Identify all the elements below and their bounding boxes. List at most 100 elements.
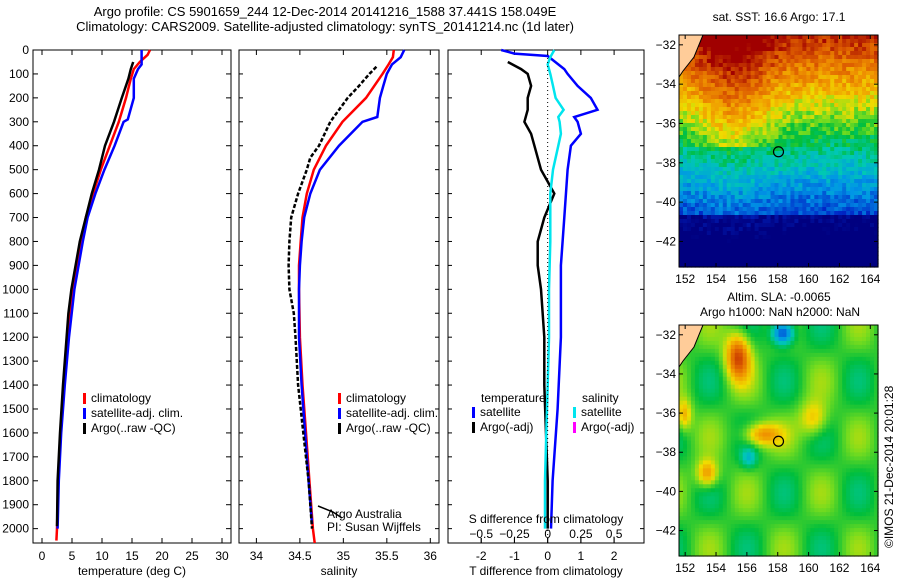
temperature-ytick-label: 1000 — [2, 282, 29, 296]
salinity-xlabel: salinity — [321, 564, 358, 578]
difference-xtick-label: -1 — [509, 549, 520, 563]
difference-series-temperature-argo-adj- — [507, 60, 556, 529]
sst-ytick-label: −38 — [656, 156, 677, 170]
salinity-legend-swatch — [338, 408, 341, 419]
difference-xtick-label: 0 — [544, 549, 551, 563]
difference-x2tick-label: 0.5 — [606, 527, 623, 541]
temperature-series-satellite-adj-clim- — [56, 50, 143, 529]
sla-xtick-label: 156 — [737, 561, 757, 575]
salinity-axes-box — [238, 49, 440, 544]
difference-xtick-label: -2 — [476, 549, 487, 563]
salinity-xtick-label: 35 — [337, 549, 351, 563]
sst-ytick-label: −36 — [656, 116, 677, 130]
salinity-series-argo-raw-qc- — [287, 65, 378, 529]
diff-sal-legend-swatch — [573, 407, 576, 418]
temperature-ytick-label: 1200 — [2, 330, 29, 344]
diff-temp-legend-swatch — [472, 407, 475, 418]
chart-title-line2: Climatology: CARS2009. Satellite-adjuste… — [76, 19, 574, 34]
sst-map-title: sat. SST: 16.6 Argo: 17.1 — [712, 10, 846, 24]
salinity-legend-label: Argo(..raw -QC) — [346, 421, 431, 435]
sla-xtick-label: 152 — [675, 561, 695, 575]
difference-xtick-label: 2 — [611, 549, 618, 563]
sla-argo-marker — [772, 435, 785, 447]
sst-xtick-label: 162 — [829, 272, 849, 286]
sst-xtick-label: 154 — [706, 272, 726, 286]
temperature-ytick-label: 1500 — [2, 402, 29, 416]
diff-legend-temp-title: temperature — [481, 391, 546, 405]
sst-ytick-label: −32 — [656, 38, 677, 52]
temperature-legend-swatch — [83, 393, 86, 404]
temperature-axes-box — [32, 49, 232, 544]
sla-xtick-label: 160 — [799, 561, 819, 575]
temperature-ytick-label: 1400 — [2, 378, 29, 392]
temperature-legend-label: satellite-adj. clim. — [91, 406, 183, 420]
sla-ytick-label: −40 — [656, 484, 677, 498]
copyright-text: ©IMOS 21-Dec-2014 20:01:28 — [882, 385, 896, 548]
salinity-series-climatology — [297, 49, 396, 544]
sst-ytick-label: −42 — [656, 234, 677, 248]
temperature-series-argo-raw-qc- — [55, 61, 135, 527]
sla-map — [679, 325, 879, 557]
temperature-legend-label: Argo(..raw -QC) — [91, 421, 176, 435]
temperature-ytick-label: 1800 — [2, 474, 29, 488]
sst-argo-marker — [772, 146, 785, 158]
sla-ytick-label: −38 — [656, 445, 677, 459]
temperature-ytick-label: 1700 — [2, 450, 29, 464]
difference-x2tick-label: 0 — [544, 527, 551, 541]
temperature-legend-label: climatology — [91, 391, 151, 405]
sla-map-title-line2: Argo h1000: NaN h2000: NaN — [699, 305, 861, 319]
temperature-legend-swatch — [83, 423, 86, 434]
sst-ytick-label: −34 — [656, 77, 677, 91]
sst-ytick-label: −40 — [656, 195, 677, 209]
sst-xtick-label: 152 — [675, 272, 695, 286]
sla-xtick-label: 162 — [829, 561, 849, 575]
temperature-xtick-label: 10 — [95, 549, 109, 563]
sla-ytick-label: −42 — [656, 524, 677, 538]
salinity-legend-swatch — [338, 393, 341, 404]
sst-map-frame — [678, 34, 879, 268]
difference-x2label: S difference from climatology — [469, 512, 624, 526]
salinity-xtick-label: 34 — [250, 549, 264, 563]
salinity-xtick-label: 34.5 — [288, 549, 312, 563]
sla-xtick-label: 164 — [860, 561, 880, 575]
temperature-ytick-label: 1600 — [2, 426, 29, 440]
temperature-xtick-label: 15 — [125, 549, 139, 563]
sla-xtick-label: 154 — [706, 561, 726, 575]
diff-sal-legend-swatch — [573, 422, 576, 433]
sla-map-title-line1: Altim. SLA: -0.0065 — [727, 290, 831, 304]
temperature-xtick-label: 25 — [185, 549, 199, 563]
temperature-ytick-label: 600 — [9, 187, 29, 201]
temperature-ytick-label: 800 — [9, 234, 29, 248]
difference-xtick-label: 1 — [578, 549, 585, 563]
difference-x2tick-label: 0.25 — [569, 527, 593, 541]
sla-xtick-label: 158 — [768, 561, 788, 575]
sla-ytick-label: −32 — [656, 328, 677, 342]
salinity-xtick-label: 36 — [424, 549, 438, 563]
temperature-legend-swatch — [83, 408, 86, 419]
salinity-legend-label: climatology — [346, 391, 406, 405]
temperature-ytick-label: 500 — [9, 163, 29, 177]
diff-sal-legend-label: Argo(-adj) — [581, 420, 634, 434]
sst-xtick-label: 158 — [768, 272, 788, 286]
temperature-xtick-label: 20 — [155, 549, 169, 563]
sla-ytick-label: −34 — [656, 367, 677, 381]
difference-series-temperature-satellite — [500, 48, 600, 529]
temperature-ytick-label: 400 — [9, 139, 29, 153]
salinity-legend-swatch — [338, 423, 341, 434]
temperature-ytick-label: 900 — [9, 258, 29, 272]
annotation-arrow — [317, 505, 343, 519]
difference-xlabel: T difference from climatology — [469, 564, 623, 578]
sst-xtick-label: 164 — [860, 272, 880, 286]
temperature-ytick-label: 700 — [9, 211, 29, 225]
diff-legend-sal-title: salinity — [582, 391, 619, 405]
salinity-legend-label: satellite-adj. clim. — [346, 406, 438, 420]
diff-sal-legend-label: satellite — [581, 405, 622, 419]
temperature-ytick-label: 2000 — [2, 522, 29, 536]
temperature-ytick-label: 1900 — [2, 498, 29, 512]
salinity-series-satellite-adj-clim- — [297, 49, 406, 524]
difference-x2tick-label: −0.25 — [499, 527, 530, 541]
sst-xtick-label: 156 — [737, 272, 757, 286]
annotation-line1: Argo Australia — [327, 507, 402, 521]
temperature-xtick-label: 5 — [69, 549, 76, 563]
diff-temp-legend-swatch — [472, 422, 475, 433]
